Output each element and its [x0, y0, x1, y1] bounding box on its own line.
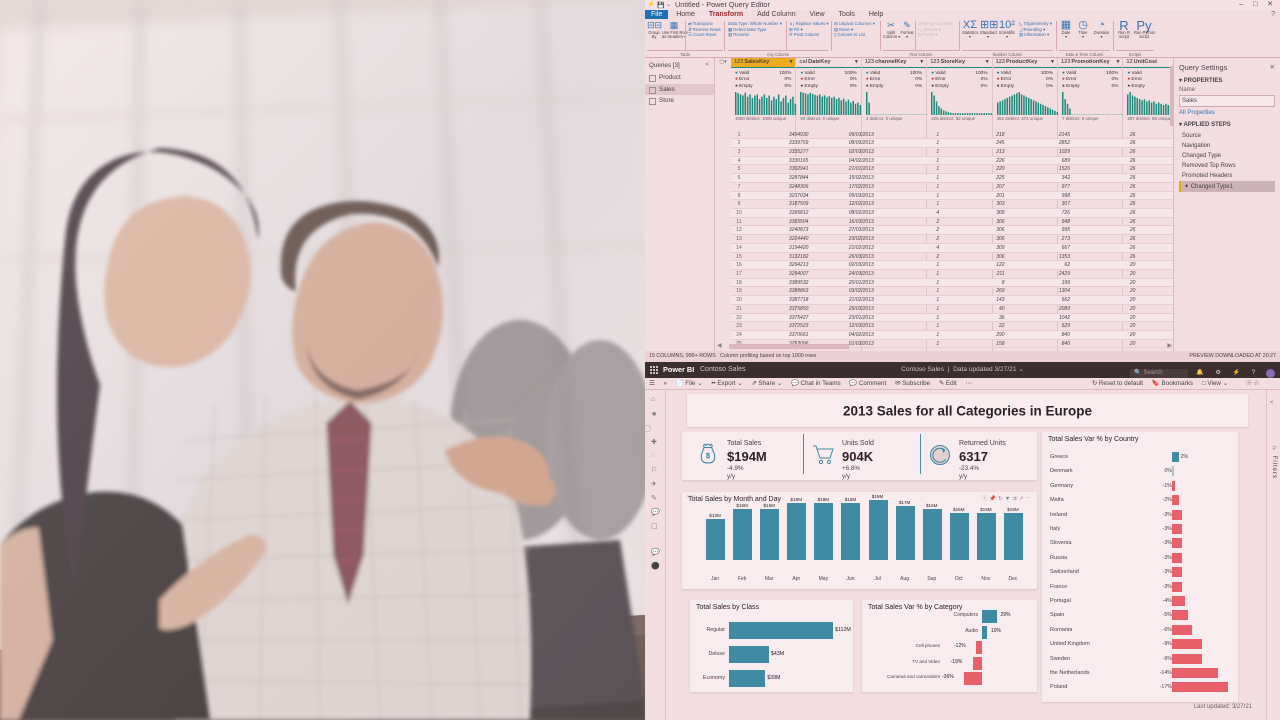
- svg-text:$: $: [706, 451, 711, 460]
